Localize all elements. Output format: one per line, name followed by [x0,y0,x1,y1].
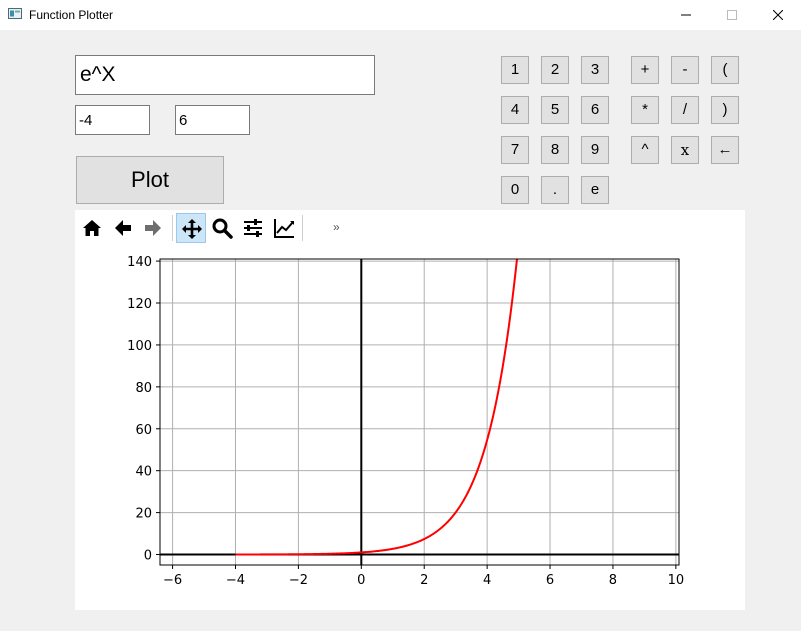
key-6[interactable]: 6 [581,96,609,124]
forward-arrow-icon [145,220,161,236]
key-divide[interactable]: / [671,96,699,124]
key-e[interactable]: e [581,176,609,204]
min-x-input[interactable] [75,105,150,135]
title-bar: Function Plotter [0,0,801,30]
y-tick-label: 100 [127,339,152,354]
key-7[interactable]: 7 [501,136,529,164]
key-2[interactable]: 2 [541,56,569,84]
toolbar-separator [302,215,303,241]
key-minus[interactable]: - [671,56,699,84]
y-tick-label: 80 [135,381,152,396]
grid-lines [160,259,679,565]
y-tick-label: 0 [144,549,152,564]
home-icon [83,220,101,236]
toolbar-separator [172,215,173,241]
x-tick-label: 0 [357,573,365,588]
key-x[interactable]: x [671,136,699,164]
window-app-icon [8,8,22,19]
edit-axis-icon [274,219,294,238]
key-power[interactable]: ^ [631,136,659,164]
key-8[interactable]: 8 [541,136,569,164]
toolbar-zoom-button[interactable] [207,213,237,243]
x-tick-label: −6 [163,573,182,588]
key-plus[interactable]: + [631,56,659,84]
back-arrow-icon [115,220,131,236]
max-x-input[interactable] [175,105,250,135]
configure-subplots-icon [244,219,262,237]
zero-axis-lines [160,259,679,565]
x-tick-label: −2 [289,573,308,588]
function-curve [235,258,519,556]
key-dot[interactable]: . [541,176,569,204]
toolbar-back-button[interactable] [108,213,138,243]
key-backspace[interactable]: ← [711,136,739,164]
axes-frame [159,258,680,566]
toolbar-overflow-chevron[interactable]: » [333,220,340,234]
maximize-icon [727,10,737,20]
close-icon [773,10,783,20]
key-close-paren[interactable]: ) [711,96,739,124]
x-tick-label: 6 [546,573,554,588]
x-tick-label: 2 [420,573,428,588]
zoom-magnifier-icon [212,218,233,239]
plot-button[interactable]: Plot [76,156,224,204]
y-tick-label: 40 [135,465,152,480]
minimize-icon [681,14,691,16]
toolbar-subplots-button[interactable] [238,213,268,243]
window-title: Function Plotter [29,8,114,22]
x-tick-label: −4 [226,573,245,588]
key-open-paren[interactable]: ( [711,56,739,84]
y-tick-label: 140 [127,255,152,270]
minimize-button[interactable] [663,0,709,30]
key-1[interactable]: 1 [501,56,529,84]
function-input[interactable] [75,55,375,95]
maximize-button[interactable] [709,0,755,30]
y-tick-label: 120 [127,297,152,312]
y-tick-label: 20 [135,507,152,522]
y-tick-label: 60 [135,423,152,438]
key-4[interactable]: 4 [501,96,529,124]
plot-panel: » −6 −4 −2 0 2 4 6 8 10 0 20 40 60 80 100 120 140 [75,210,745,610]
x-tick-label: 4 [483,573,491,588]
x-tick-label: 8 [609,573,617,588]
key-3[interactable]: 3 [581,56,609,84]
key-0[interactable]: 0 [501,176,529,204]
x-tick-label: 10 [668,573,685,588]
toolbar-home-button[interactable] [77,213,107,243]
key-multiply[interactable]: * [631,96,659,124]
toolbar-edit-axis-button[interactable] [269,213,299,243]
toolbar-pan-button[interactable] [176,213,206,243]
key-9[interactable]: 9 [581,136,609,164]
pan-move-icon [182,219,202,239]
key-5[interactable]: 5 [541,96,569,124]
close-button[interactable] [755,0,801,30]
toolbar-forward-button[interactable] [138,213,168,243]
